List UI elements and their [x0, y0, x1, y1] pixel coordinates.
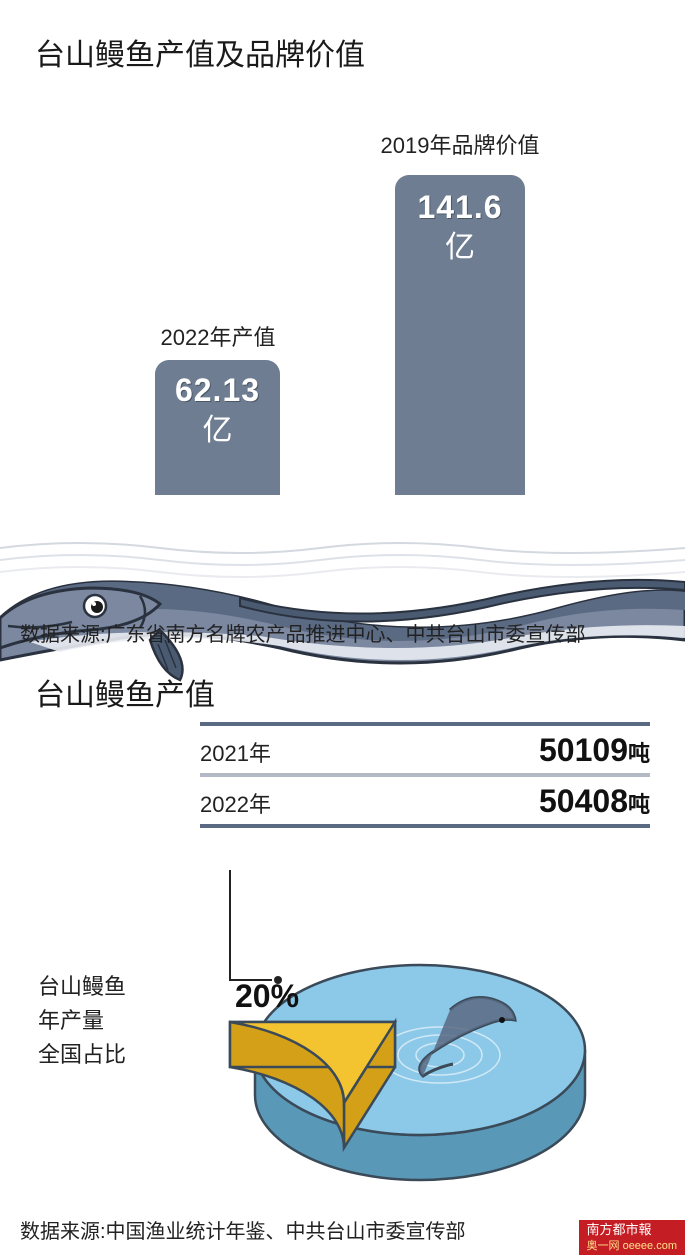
section1-title: 台山鳗鱼产值及品牌价值	[35, 30, 365, 74]
bar: 62.13亿	[155, 360, 280, 495]
bar-label: 2019年品牌价值	[370, 128, 550, 160]
table-row: 2021年50109吨	[200, 726, 650, 773]
pie-percent: 20%	[235, 978, 299, 1015]
watermark: 南方都市報 奥一网 oeeee.com	[579, 1220, 685, 1255]
pie-label: 台山鳗鱼年产量全国占比	[38, 970, 126, 1072]
section-value-brand: 台山鳗鱼产值及品牌价值 2022年产值 62.13亿 2019年品牌价值 141.6亿…	[0, 0, 685, 650]
section2-title: 台山鳗鱼产值	[35, 670, 215, 714]
bar-label: 2022年产值	[128, 320, 308, 352]
production-table: 2021年50109吨2022年50408吨	[200, 722, 650, 828]
table-row: 2022年50408吨	[200, 777, 650, 824]
bar-value: 62.13亿	[155, 372, 280, 449]
watermark-sub: 奥一网 oeeee.com	[587, 1240, 677, 1252]
bar-value: 141.6亿	[395, 189, 525, 266]
section2-source: 数据来源:中国渔业统计年鉴、中共台山市委宣传部	[20, 1215, 466, 1244]
bar-chart: 2022年产值 62.13亿 2019年品牌价值 141.6亿	[0, 90, 685, 570]
watermark-main: 南方都市報	[587, 1222, 652, 1237]
bar: 141.6亿	[395, 175, 525, 495]
section1-source: 数据来源:广东省南方名牌农产品推进中心、中共台山市委宣传部	[20, 618, 586, 647]
pie-chart-wrap: 台山鳗鱼年产量全国占比 20%	[0, 870, 685, 1220]
